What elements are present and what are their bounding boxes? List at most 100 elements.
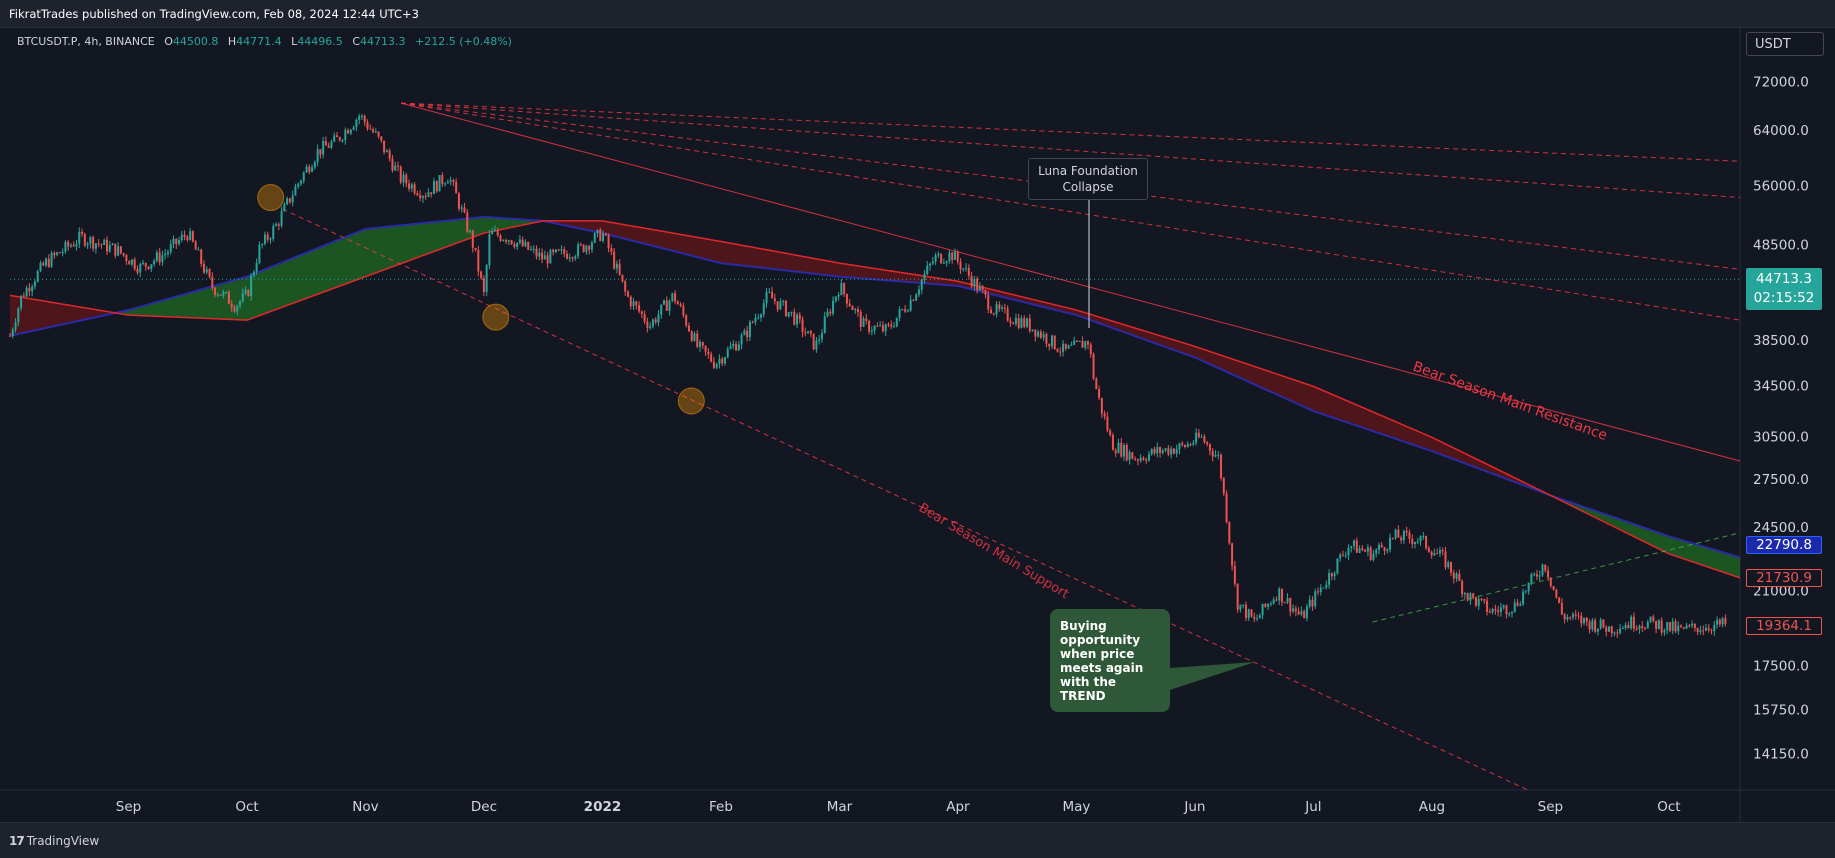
candle-body <box>1317 591 1320 593</box>
candle-body <box>1391 537 1394 539</box>
candle-body <box>1039 331 1042 338</box>
candle-body <box>1580 615 1583 624</box>
candle-body <box>563 249 566 254</box>
candle-body <box>826 311 829 317</box>
price-chart[interactable]: 72000.064000.056000.048500.042500.038500… <box>0 28 1835 822</box>
candle-body <box>549 249 552 264</box>
candle-body <box>1336 558 1339 574</box>
candle-body <box>142 262 145 265</box>
candle-body <box>967 267 970 276</box>
candle-body <box>1139 457 1142 461</box>
candle-body <box>532 248 535 250</box>
candle-body <box>424 196 427 198</box>
candle-body <box>17 308 20 323</box>
candle-body <box>657 314 660 323</box>
candle-body <box>917 289 920 295</box>
candle-body <box>1311 599 1314 607</box>
candle-body <box>108 245 111 252</box>
candle-body <box>1469 593 1472 601</box>
candle-body <box>1497 610 1500 612</box>
candle-body <box>978 286 981 291</box>
candle-body <box>513 244 516 248</box>
candle-body <box>166 251 169 254</box>
candle-body <box>144 262 147 267</box>
candle-body <box>385 150 388 153</box>
candle-body <box>247 290 250 297</box>
candle-body <box>419 195 422 199</box>
candle-body <box>1477 598 1480 606</box>
candle-body <box>1713 624 1716 631</box>
candle-body <box>798 314 801 320</box>
candle-body <box>862 318 865 327</box>
candle-body <box>773 298 776 302</box>
candle-body <box>1275 599 1278 601</box>
currency-selector[interactable]: USDT <box>1746 32 1824 56</box>
candle-body <box>881 325 884 332</box>
candle-body <box>175 238 178 245</box>
candle-body <box>1045 334 1048 344</box>
candle-body <box>696 333 699 347</box>
candle-body <box>1402 530 1405 541</box>
time-tick-label: Oct <box>1657 799 1680 815</box>
candle-body <box>1632 616 1635 629</box>
candle-body <box>732 344 735 347</box>
candle-body <box>1555 589 1558 598</box>
price-tick-label: 56000.0 <box>1753 178 1809 194</box>
time-tick-label: Jul <box>1304 799 1321 815</box>
candle-body <box>998 304 1001 309</box>
tradingview-logo[interactable]: 17 TradingView <box>9 834 99 848</box>
bar-countdown: 02:15:52 <box>1753 290 1815 306</box>
candle-body <box>543 255 546 260</box>
time-tick-label: May <box>1062 799 1090 815</box>
candle-body <box>518 239 521 243</box>
candle-body <box>771 291 774 299</box>
candle-body <box>1067 345 1070 349</box>
candle-body <box>1258 615 1261 619</box>
candle-body <box>940 253 943 264</box>
candle-body <box>1028 318 1031 331</box>
candle-body <box>743 330 746 336</box>
candle-body <box>1023 318 1026 327</box>
candle-body <box>934 255 937 262</box>
candle-body <box>726 348 729 358</box>
candle-body <box>1502 605 1505 608</box>
candle-body <box>1455 573 1458 579</box>
candle-body <box>585 245 588 252</box>
price-tick-label: 48500.0 <box>1753 238 1809 254</box>
candle-body <box>1400 537 1403 541</box>
candle-body <box>909 299 912 311</box>
candle-body <box>901 309 904 311</box>
candle-body <box>1383 547 1386 551</box>
candle-body <box>1702 630 1705 632</box>
candle-body <box>1682 627 1685 629</box>
candle-body <box>552 249 555 253</box>
candle-body <box>1087 341 1090 345</box>
luna-collapse-note[interactable]: Luna Foundation Collapse <box>1028 158 1148 200</box>
candle-body <box>1103 413 1106 417</box>
candle-body <box>782 300 785 302</box>
candle-body <box>1145 459 1148 461</box>
candle-body <box>710 354 713 362</box>
candle-body <box>715 363 718 368</box>
candle-body <box>884 324 887 332</box>
candle-body <box>1710 630 1713 632</box>
time-tick-label: 2022 <box>584 799 622 815</box>
candle-body <box>11 329 14 336</box>
buying-opportunity-callout[interactable]: Buying opportunity when price meets agai… <box>1050 609 1170 712</box>
candle-body <box>1308 599 1311 607</box>
candle-body <box>613 251 616 269</box>
candle-body <box>1707 627 1710 631</box>
candle-body <box>208 269 211 277</box>
candle-body <box>1375 549 1378 554</box>
candle-body <box>1294 608 1297 612</box>
candle-body <box>1569 617 1572 619</box>
candle-body <box>937 253 940 256</box>
candle-body <box>757 317 760 319</box>
candle-body <box>1228 521 1231 544</box>
candle-body <box>1563 614 1566 620</box>
candle-body <box>81 231 84 235</box>
candle-body <box>139 264 142 273</box>
candle-body <box>341 140 344 142</box>
candle-body <box>219 294 222 296</box>
candle-body <box>820 333 823 340</box>
